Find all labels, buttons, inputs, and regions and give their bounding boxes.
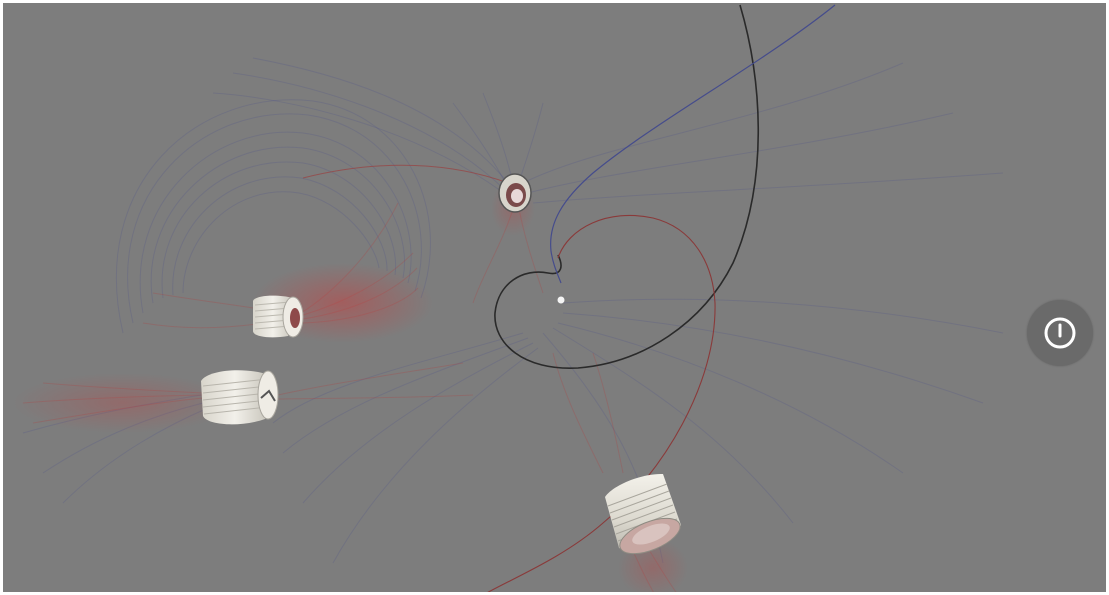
particle (557, 296, 565, 304)
coil-magnet (253, 295, 304, 338)
coil-magnet (498, 173, 532, 213)
particle-trajectory-blue (550, 4, 836, 284)
power-button[interactable] (1027, 300, 1093, 366)
particle-trajectory (494, 4, 760, 369)
coil-magnet (201, 370, 279, 425)
simulation-viewport[interactable] (3, 3, 1106, 592)
particle-trajectory-red (302, 164, 509, 184)
field-lines-blue (22, 57, 1004, 564)
particle-trajectory-red (487, 214, 716, 592)
coil-magnet (605, 473, 681, 555)
field-scene (13, 4, 1004, 592)
field-glow (13, 373, 233, 433)
power-icon (1044, 317, 1076, 349)
